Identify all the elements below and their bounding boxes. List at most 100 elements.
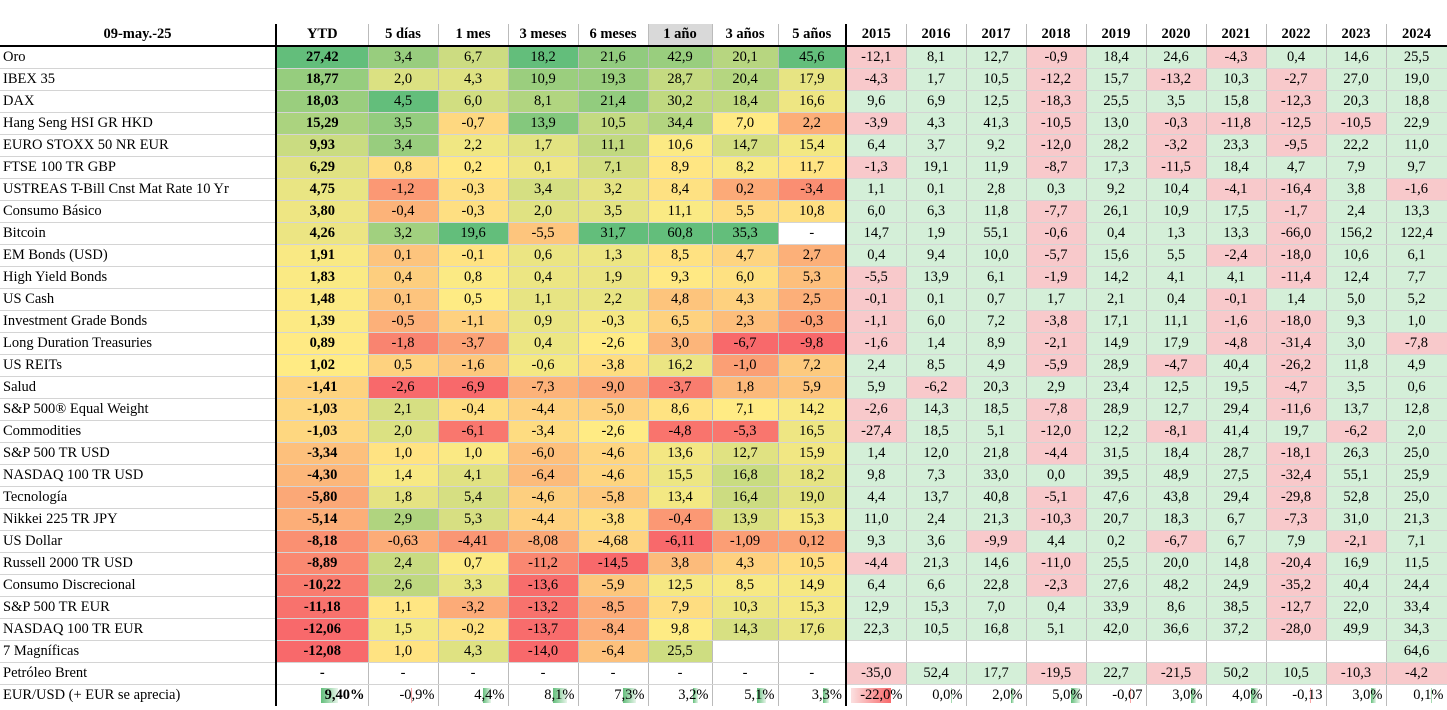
cell: 10,4 (1146, 178, 1207, 201)
cell: 5,1 (1026, 618, 1087, 641)
cell-text: 4,0% (1232, 687, 1263, 703)
cell: 33,0 (966, 464, 1027, 487)
cell: 18,5 (906, 420, 967, 443)
cell: -10,5 (1326, 112, 1387, 135)
row-label: EURO STOXX 50 NR EUR (0, 134, 277, 157)
cell: 2,2 (778, 112, 847, 135)
row-label: S&P 500 TR USD (0, 442, 277, 465)
cell: 14,3 (906, 398, 967, 421)
cell: -3,34 (276, 442, 369, 465)
cell: -66,0 (1266, 222, 1327, 245)
cell: -20,4 (1266, 552, 1327, 575)
cell (1326, 640, 1387, 663)
data-row: Long Duration Treasuries 0,89 -1,8 -3,7 0,4-… (0, 332, 1447, 355)
cell: 1,0 (368, 640, 439, 663)
cell: -2,4 (1206, 244, 1267, 267)
row-label: US Cash (0, 288, 277, 311)
cell: -1,09 (712, 530, 779, 553)
cell: 60,8 (648, 222, 713, 245)
cell: -10,3 (1326, 662, 1387, 685)
cell: -12,0 (1026, 134, 1087, 157)
cell: -0,3 (778, 310, 847, 333)
cell: 2,2 (438, 134, 509, 157)
cell: 24,4 (1386, 574, 1447, 597)
cell: 12,5 (1146, 376, 1207, 399)
cell: -1,6 (846, 332, 907, 355)
cell: -12,5 (1266, 112, 1327, 135)
row-label: DAX (0, 90, 277, 113)
cell: 1,8 (712, 376, 779, 399)
cell: -1,03 (276, 398, 369, 421)
cell: 18,03 (276, 90, 369, 113)
column-header: 5 días (368, 24, 439, 47)
data-bar (1010, 688, 1015, 703)
cell: 0,1 (508, 156, 579, 179)
cell: 18,3 (1146, 508, 1207, 531)
cell-text: 0,1% (1413, 687, 1444, 703)
cell: -2,6 (578, 332, 649, 355)
cell: 7,2 (966, 310, 1027, 333)
cell: 9,3 (846, 530, 907, 553)
cell: 55,1 (966, 222, 1027, 245)
cell: 2,0% (966, 684, 1027, 706)
cell: -13,7 (508, 618, 579, 641)
cell (1146, 640, 1207, 663)
cell: 2,5 (778, 288, 847, 311)
cell: 3,6 (906, 530, 967, 553)
cell: 11,1 (648, 200, 713, 223)
cell: 21,6 (578, 46, 649, 69)
cell: 34,3 (1386, 618, 1447, 641)
cell: 0,8 (368, 156, 439, 179)
cell: 49,9 (1326, 618, 1387, 641)
cell: 22,0 (1326, 596, 1387, 619)
column-header: 2020 (1146, 24, 1207, 47)
cell: -5,7 (1026, 244, 1087, 267)
cell: 7,1 (1386, 530, 1447, 553)
cell: 10,5 (1266, 662, 1327, 685)
cell: 5,5 (712, 200, 779, 223)
cell: -11,4 (1266, 266, 1327, 289)
cell: -12,08 (276, 640, 369, 663)
cell-text: 4,4% (474, 687, 505, 703)
cell: 9,6 (846, 90, 907, 113)
table-wrap: 09-may.-25 YTD 5 días 1 mes 3 meses 6 meses 1 … (0, 24, 1447, 706)
cell: -6,2 (906, 376, 967, 399)
row-label: Nikkei 225 TR JPY (0, 508, 277, 531)
cell: -2,6 (368, 376, 439, 399)
cell: 2,0 (368, 420, 439, 443)
cell: 4,1 (1206, 266, 1267, 289)
cell: 1,0 (438, 442, 509, 465)
cell: 2,4 (1326, 200, 1387, 223)
cell: 12,5 (648, 574, 713, 597)
data-row: Investment Grade Bonds 1,39 -0,5 -1,1 0,9 -0,… (0, 310, 1447, 333)
cell: 5,4 (438, 486, 509, 509)
cell: 25,5 (1086, 90, 1147, 113)
cell: 0,9 (508, 310, 579, 333)
cell: 17,9 (778, 68, 847, 91)
cell: 13,7 (906, 486, 967, 509)
cell: -1,6 (1386, 178, 1447, 201)
cell: 15,8 (1206, 90, 1267, 113)
cell: 3,0% (1146, 684, 1207, 706)
cell: 13,9 (906, 266, 967, 289)
cell: 3,7 (906, 134, 967, 157)
cell: -6,4 (578, 640, 649, 663)
cell: 13,7 (1326, 398, 1387, 421)
cell: -0,3 (578, 310, 649, 333)
cell: 14,7 (712, 134, 779, 157)
row-label: High Yield Bonds (0, 266, 277, 289)
cell: 10,9 (1146, 200, 1207, 223)
cell: -0,13 (1266, 684, 1327, 706)
cell: 3,0 (648, 332, 713, 355)
cell: 14,8 (1206, 552, 1267, 575)
cell: -1,03 (276, 420, 369, 443)
cell: 15,29 (276, 112, 369, 135)
cell: 12,9 (846, 596, 907, 619)
cell: 25,9 (1386, 464, 1447, 487)
data-row: DAX 18,03 4,5 6,0 8,1 21,4 30,2 18,4 16,6 9,6 6,9 1… (0, 90, 1447, 113)
cell: 14,6 (966, 552, 1027, 575)
cell: 15,6 (1086, 244, 1147, 267)
cell: 1,7 (906, 68, 967, 91)
cell: 10,6 (648, 134, 713, 157)
cell: -6,1 (438, 420, 509, 443)
